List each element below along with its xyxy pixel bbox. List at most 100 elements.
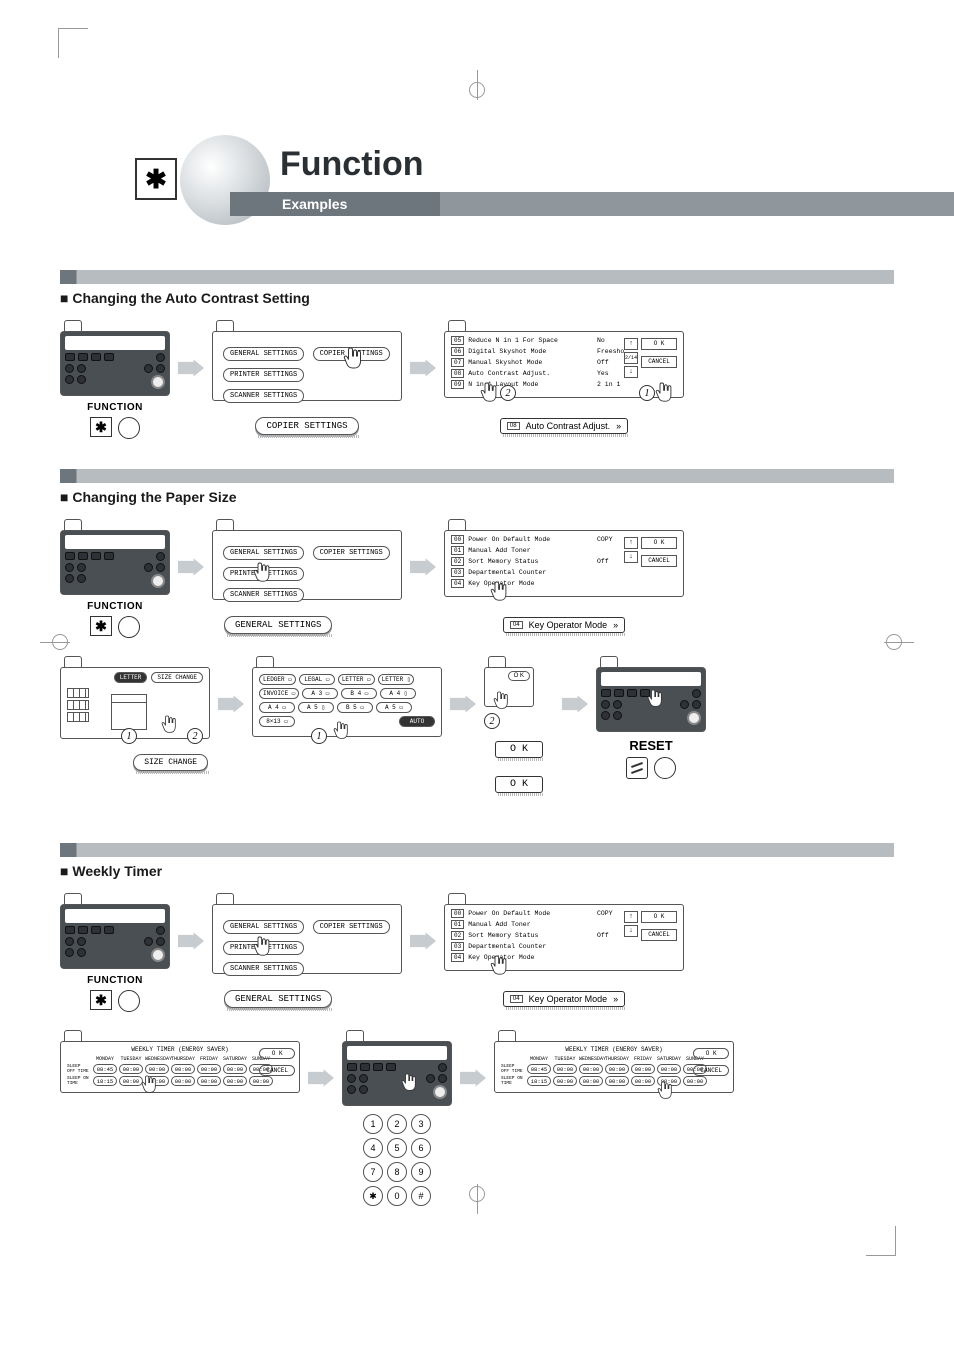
keypad-8[interactable]: 8: [387, 1162, 407, 1182]
timer-cell[interactable]: 00:00: [197, 1076, 221, 1086]
paper-size-option[interactable]: A 3 ▭: [302, 688, 338, 699]
selected-general-settings[interactable]: GENERAL SETTINGS: [224, 616, 332, 634]
general-settings-button[interactable]: GENERAL SETTINGS: [223, 546, 304, 560]
highlighted-item[interactable]: 08 Auto Contrast Adjust. »: [500, 418, 628, 434]
keypad-7[interactable]: 7: [363, 1162, 383, 1182]
down-button[interactable]: ↓: [624, 925, 638, 937]
scanner-settings-button[interactable]: SCANNER SETTINGS: [223, 962, 304, 976]
copier-settings-button[interactable]: COPIER SETTINGS: [313, 347, 390, 361]
list-item[interactable]: 03Departmental Counter: [451, 942, 627, 951]
timer-cell[interactable]: 18:15: [527, 1076, 551, 1086]
timer-cell[interactable]: 18:15: [93, 1076, 117, 1086]
timer-cell[interactable]: 00:00: [197, 1064, 221, 1074]
timer-cell[interactable]: 00:00: [605, 1064, 629, 1074]
list-item[interactable]: 02Sort Memory StatusOff: [451, 931, 627, 940]
timer-cell[interactable]: 08:45: [527, 1064, 551, 1074]
keypad-4[interactable]: 4: [363, 1138, 383, 1158]
timer-cell[interactable]: 00:00: [249, 1076, 273, 1086]
list-item[interactable]: 05Reduce N in 1 For SpaceNo: [451, 336, 627, 345]
highlighted-item[interactable]: 04 Key Operator Mode »: [503, 991, 625, 1007]
timer-cancel-button[interactable]: CANCEL: [259, 1065, 295, 1076]
keypad-6[interactable]: 6: [411, 1138, 431, 1158]
timer-cell[interactable]: 00:00: [171, 1076, 195, 1086]
scanner-settings-button[interactable]: SCANNER SETTINGS: [223, 389, 304, 403]
keypad-2[interactable]: 2: [387, 1114, 407, 1134]
timer-cell[interactable]: 00:00: [579, 1076, 603, 1086]
selected-general-settings[interactable]: GENERAL SETTINGS: [224, 990, 332, 1008]
ok-button[interactable]: O K: [641, 338, 677, 350]
list-item[interactable]: 09N in 1 Layout Mode2 in 1: [451, 380, 627, 389]
highlighted-item[interactable]: 04 Key Operator Mode »: [503, 617, 625, 633]
printer-settings-button[interactable]: PRINTER SETTINGS: [223, 567, 304, 581]
printer-settings-button[interactable]: PRINTER SETTINGS: [223, 368, 304, 382]
timer-cell[interactable]: 00:00: [553, 1064, 577, 1074]
timer-cell[interactable]: 00:00: [171, 1064, 195, 1074]
timer-cancel-button[interactable]: CANCEL: [693, 1065, 729, 1076]
ok-button[interactable]: O K: [641, 911, 677, 923]
copier-settings-button[interactable]: COPIER SETTINGS: [313, 546, 390, 560]
timer-ok-button[interactable]: O K: [693, 1048, 729, 1059]
size-change-selected[interactable]: SIZE CHANGE: [133, 754, 208, 771]
list-item[interactable]: 00Power On Default ModeCOPY: [451, 909, 627, 918]
timer-cell[interactable]: 00:00: [683, 1076, 707, 1086]
timer-cell[interactable]: 08:45: [93, 1064, 117, 1074]
keypad-5[interactable]: 5: [387, 1138, 407, 1158]
timer-cell[interactable]: 00:00: [657, 1064, 681, 1074]
paper-size-option[interactable]: B 4 ▭: [341, 688, 377, 699]
timer-cell[interactable]: 00:00: [223, 1064, 247, 1074]
paper-size-option[interactable]: LETTER ▭: [338, 674, 375, 685]
down-button[interactable]: ↓: [624, 366, 638, 378]
general-settings-button[interactable]: GENERAL SETTINGS: [223, 347, 304, 361]
timer-cell[interactable]: 00:00: [119, 1076, 143, 1086]
timer-ok-button[interactable]: O K: [259, 1048, 295, 1059]
paper-size-auto[interactable]: AUTO: [399, 716, 435, 727]
timer-cell[interactable]: 00:00: [605, 1076, 629, 1086]
paper-size-option[interactable]: A 5 ▯: [298, 702, 334, 713]
list-item[interactable]: 04Key Operator Mode: [451, 953, 627, 962]
tray-size-change-button[interactable]: SIZE CHANGE: [151, 672, 203, 683]
paper-size-option[interactable]: INVOICE ▭: [259, 688, 299, 699]
paper-size-option[interactable]: A 4 ▯: [380, 688, 416, 699]
cancel-button[interactable]: CANCEL: [641, 555, 677, 567]
scanner-settings-button[interactable]: SCANNER SETTINGS: [223, 588, 304, 602]
paper-size-option[interactable]: 8×13 ▭: [259, 716, 295, 727]
tray-letter-button[interactable]: LETTER: [114, 672, 148, 683]
ok-highlight-button[interactable]: O K: [495, 741, 543, 758]
cancel-button[interactable]: CANCEL: [641, 356, 677, 368]
timer-cell[interactable]: 00:00: [579, 1064, 603, 1074]
keypad-star[interactable]: ✱: [363, 1186, 383, 1206]
paper-size-option[interactable]: LEDGER ▭: [259, 674, 296, 685]
up-button[interactable]: ↑: [624, 338, 638, 350]
printer-settings-button[interactable]: PRINTER SETTINGS: [223, 941, 304, 955]
timer-cell[interactable]: 00:00: [657, 1076, 681, 1086]
timer-cell[interactable]: 00:00: [553, 1076, 577, 1086]
list-item[interactable]: 06Digital Skyshot ModeFreesho: [451, 347, 627, 356]
timer-cell[interactable]: 00:00: [631, 1076, 655, 1086]
timer-cell[interactable]: 00:00: [119, 1064, 143, 1074]
timer-cell[interactable]: 00:00: [145, 1076, 169, 1086]
up-button[interactable]: ↑: [624, 911, 638, 923]
paper-size-option[interactable]: B 5 ▭: [337, 702, 373, 713]
timer-cell[interactable]: 00:00: [631, 1064, 655, 1074]
paper-size-option[interactable]: A 4 ▭: [259, 702, 295, 713]
list-item[interactable]: 03Departmental Counter: [451, 568, 627, 577]
list-item[interactable]: 02Sort Memory StatusOff: [451, 557, 627, 566]
keypad-3[interactable]: 3: [411, 1114, 431, 1134]
list-item[interactable]: 08Auto Contrast Adjust.Yes: [451, 369, 627, 378]
keypad-1[interactable]: 1: [363, 1114, 383, 1134]
paper-size-option[interactable]: A 5 ▭: [376, 702, 412, 713]
list-item[interactable]: 01Manual Add Toner: [451, 920, 627, 929]
paper-size-option[interactable]: LETTER ▯: [378, 674, 415, 685]
list-item[interactable]: 07Manual Skyshot ModeOff: [451, 358, 627, 367]
ok-highlight-button-2[interactable]: O K: [495, 776, 543, 793]
keypad-hash[interactable]: #: [411, 1186, 431, 1206]
ok-small-button[interactable]: O K: [508, 671, 530, 681]
up-button[interactable]: ↑: [624, 537, 638, 549]
keypad-9[interactable]: 9: [411, 1162, 431, 1182]
timer-cell[interactable]: 00:00: [223, 1076, 247, 1086]
list-item[interactable]: 00Power On Default ModeCOPY: [451, 535, 627, 544]
cancel-button[interactable]: CANCEL: [641, 929, 677, 941]
selected-copier-settings[interactable]: COPIER SETTINGS: [255, 417, 358, 435]
list-item[interactable]: 04Key Operator Mode: [451, 579, 627, 588]
ok-button[interactable]: O K: [641, 537, 677, 549]
